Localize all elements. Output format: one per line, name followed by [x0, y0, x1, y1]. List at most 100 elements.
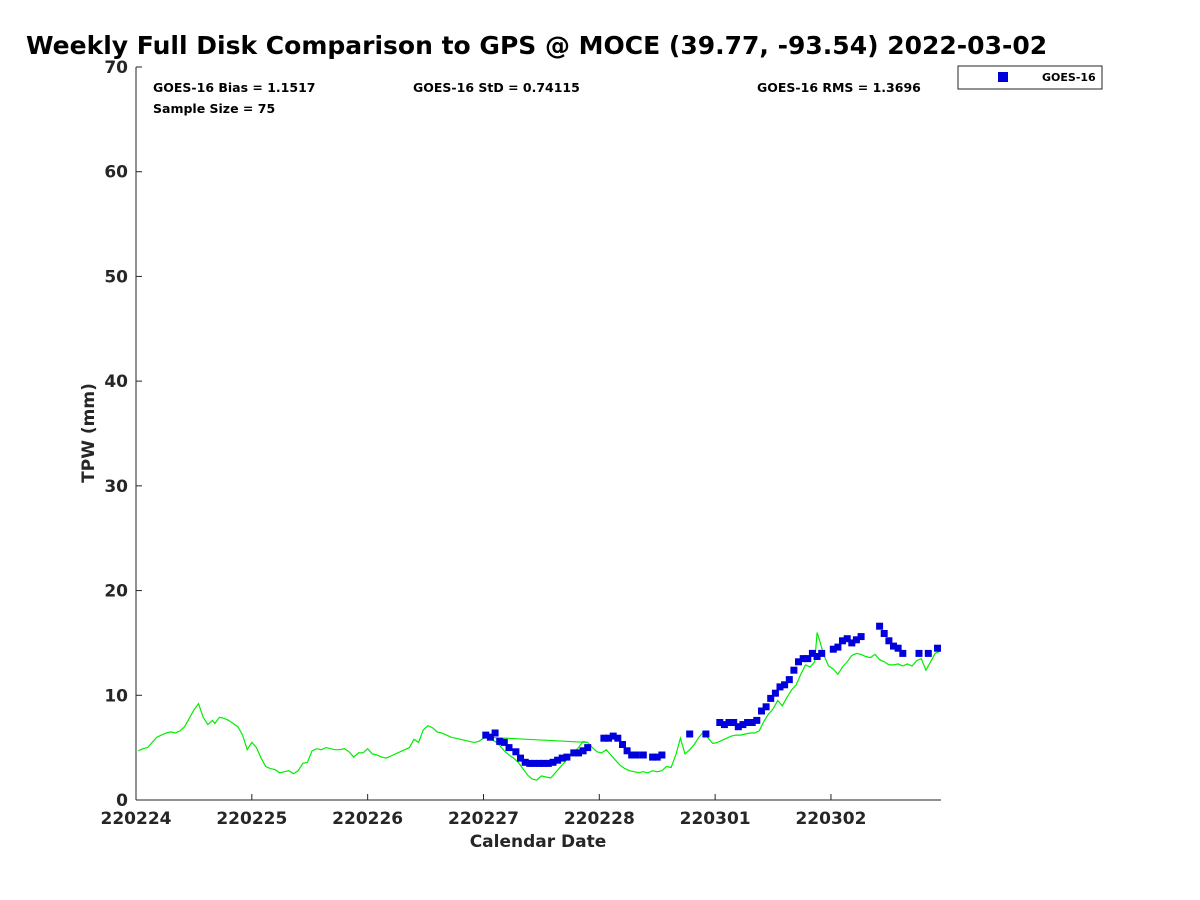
data-point — [563, 753, 571, 761]
data-point — [880, 630, 888, 637]
legend-marker-goes16 — [998, 72, 1008, 82]
data-point — [609, 732, 617, 740]
y-tick-label: 40 — [104, 372, 128, 392]
data-point — [505, 744, 513, 752]
data-point — [535, 759, 543, 767]
y-tick-label: 20 — [104, 582, 128, 602]
chart-title: Weekly Full Disk Comparison to GPS @ MOC… — [26, 31, 1047, 60]
data-point — [716, 719, 724, 726]
stats-annotations: GOES-16 Bias = 1.1517 GOES-16 StD = 0.74… — [153, 80, 921, 116]
y-tick-label: 60 — [104, 163, 128, 183]
data-point — [544, 759, 552, 767]
data-point — [795, 658, 802, 666]
data-point — [934, 644, 941, 652]
data-point — [843, 635, 851, 643]
data-point — [500, 738, 508, 746]
data-point — [725, 719, 733, 726]
data-point — [890, 642, 897, 650]
data-point — [628, 751, 636, 759]
data-point — [876, 622, 884, 630]
y-tick-label: 50 — [104, 267, 128, 287]
plot-area — [135, 67, 941, 801]
data-point — [767, 694, 775, 702]
data-point — [776, 683, 784, 691]
y-tick-label: 10 — [104, 686, 128, 706]
data-point — [799, 655, 807, 663]
data-point — [915, 649, 923, 657]
data-point — [549, 758, 557, 766]
data-point — [702, 730, 710, 738]
data-point — [512, 748, 520, 756]
data-point — [575, 749, 582, 757]
data-point — [686, 730, 694, 738]
data-point — [804, 655, 812, 663]
data-point — [848, 639, 856, 647]
legend: GOES-16 — [957, 65, 1103, 90]
legend-label-goes16: GOES-16 — [1042, 71, 1096, 84]
y-axis-label: TPW (mm) — [79, 383, 99, 483]
plot-frame — [136, 67, 941, 800]
data-point — [762, 703, 770, 711]
data-series — [138, 622, 941, 781]
data-point — [857, 633, 865, 641]
data-point — [839, 637, 846, 645]
data-point — [771, 689, 779, 697]
legend-box — [957, 65, 1103, 90]
data-point — [894, 644, 902, 652]
data-point — [639, 751, 647, 759]
std-stat: GOES-16 StD = 0.74115 — [413, 80, 580, 95]
data-point — [486, 733, 494, 741]
x-tick-label: 220301 — [680, 809, 751, 829]
rms-stat: GOES-16 RMS = 1.3696 — [757, 80, 921, 95]
data-point — [540, 759, 548, 767]
goes16-points — [482, 622, 941, 767]
data-point — [653, 753, 661, 761]
data-point — [491, 729, 499, 737]
data-point — [605, 734, 613, 742]
data-point — [790, 666, 798, 674]
data-point — [623, 747, 631, 755]
data-point — [808, 649, 816, 657]
data-point — [924, 649, 932, 657]
data-point — [530, 759, 538, 767]
data-point — [730, 719, 738, 726]
data-point — [584, 744, 592, 752]
y-axis-ticks: 0 10 20 30 40 50 60 70 — [104, 58, 142, 811]
data-point — [781, 681, 789, 689]
data-point — [579, 747, 587, 755]
data-point — [885, 637, 893, 645]
data-point — [834, 643, 842, 651]
data-point — [748, 719, 756, 726]
data-point — [744, 719, 752, 726]
y-tick-label: 70 — [104, 58, 128, 78]
sample-size-stat: Sample Size = 75 — [153, 101, 275, 116]
x-tick-label: 220302 — [795, 809, 866, 829]
x-tick-label: 220225 — [216, 809, 287, 829]
bias-stat: GOES-16 Bias = 1.1517 — [153, 80, 315, 95]
data-point — [614, 734, 622, 742]
x-tick-label: 220228 — [564, 809, 635, 829]
x-axis-label: Calendar Date — [470, 832, 607, 852]
data-point — [758, 707, 765, 715]
x-tick-label: 220226 — [332, 809, 403, 829]
data-point — [619, 741, 626, 748]
data-point — [818, 649, 826, 657]
data-point — [720, 721, 728, 729]
y-tick-label: 30 — [104, 477, 128, 497]
data-point — [570, 749, 578, 757]
data-point — [600, 734, 608, 742]
data-point — [482, 731, 490, 739]
data-point — [558, 754, 566, 762]
data-point — [753, 716, 761, 724]
data-point — [526, 759, 534, 767]
data-point — [632, 751, 640, 759]
y-tick-label: 0 — [116, 791, 128, 811]
data-point — [785, 676, 793, 684]
data-point — [813, 653, 821, 660]
data-point — [521, 758, 529, 766]
data-point — [554, 756, 562, 764]
data-point — [734, 723, 742, 731]
data-point — [496, 737, 504, 745]
data-point — [658, 751, 666, 759]
